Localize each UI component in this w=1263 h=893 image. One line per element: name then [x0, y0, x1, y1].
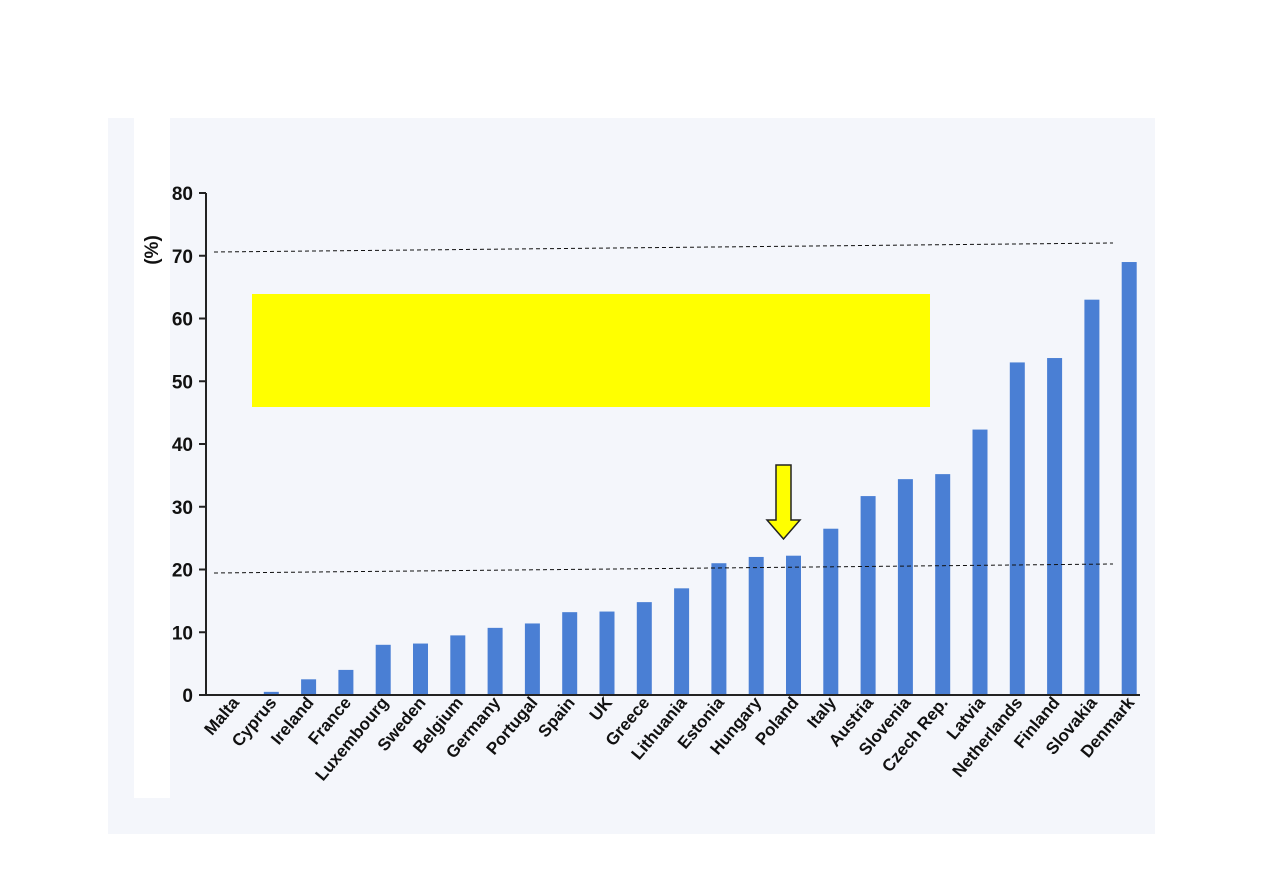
bar-sweden	[413, 643, 428, 695]
bar-estonia	[711, 563, 727, 695]
bar-italy	[823, 528, 839, 695]
highlight-box	[252, 294, 930, 407]
bar-austria	[860, 496, 876, 695]
y-tick-label: 60	[172, 310, 193, 331]
bar-lithuania	[674, 588, 690, 695]
bar-czech-rep	[935, 474, 951, 695]
down-arrow-icon	[765, 464, 802, 541]
axis-label-margin	[134, 118, 170, 798]
bar-slovakia	[1084, 299, 1100, 695]
y-tick-label: 30	[172, 498, 193, 519]
y-axis-unit-label: (%)	[142, 235, 163, 265]
y-tick-label: 20	[172, 561, 193, 582]
bar-germany	[487, 627, 503, 695]
y-tick-label: 70	[172, 247, 193, 268]
bar-spain	[562, 612, 578, 695]
bar-ireland	[301, 679, 317, 695]
bar-france	[338, 669, 354, 695]
bar-greece	[636, 602, 652, 695]
y-tick-label: 50	[172, 372, 193, 393]
y-tick-label: 10	[172, 623, 193, 644]
bar-finland	[1047, 358, 1063, 695]
reference-line-upper	[213, 242, 1114, 253]
y-tick-label: 80	[172, 184, 193, 205]
bar-portugal	[524, 623, 540, 695]
reference-line-lower	[213, 563, 1114, 574]
bar-netherlands	[1009, 362, 1025, 695]
y-tick-label: 40	[172, 435, 193, 456]
y-tick-label: 0	[182, 686, 193, 707]
bar-poland	[786, 555, 801, 695]
bar-luxembourg	[375, 644, 391, 695]
bar-hungary	[748, 556, 764, 695]
bar-latvia	[972, 429, 988, 695]
bar-cyprus	[263, 691, 279, 695]
bar-belgium	[450, 635, 466, 695]
bars	[263, 262, 1137, 695]
y-axis-ticks: 0 10 20 30 40 50 60 70 80	[172, 184, 206, 707]
reference-lines	[213, 242, 1114, 574]
bar-denmark	[1121, 262, 1137, 695]
bar-slovenia	[897, 479, 913, 695]
bar-uk	[599, 611, 615, 695]
